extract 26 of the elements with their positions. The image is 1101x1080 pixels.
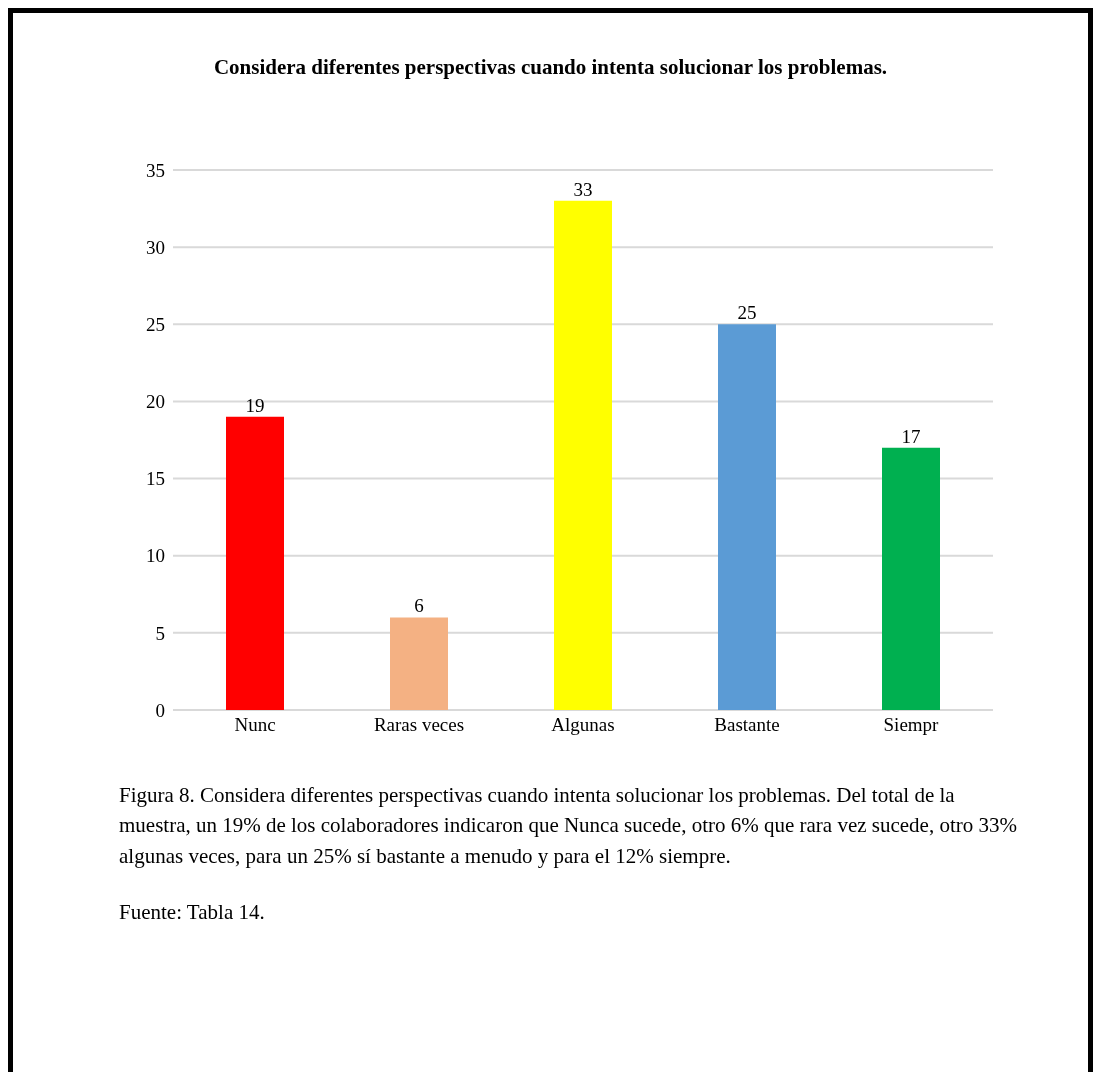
x-tick-label: Raras veces	[373, 714, 465, 736]
bar	[882, 447, 940, 710]
x-tick-label: Algunas	[551, 714, 615, 736]
y-tick-label: 30	[146, 236, 165, 258]
bar	[226, 416, 284, 710]
chart-title: Considera diferentes perspectivas cuando intenta solucionar los problemas.	[212, 55, 889, 80]
data-label: 25	[737, 302, 757, 324]
x-tick-label: Bastante	[714, 714, 780, 736]
y-tick-label: 25	[146, 314, 165, 336]
y-tick-label: 20	[146, 391, 165, 413]
x-tick-label: Nunc	[234, 714, 276, 736]
bar	[390, 617, 448, 710]
data-label: 33	[573, 178, 593, 200]
data-label: 17	[901, 425, 921, 447]
x-tick-label: Siempr	[883, 714, 940, 736]
y-tick-label: 35	[146, 159, 165, 181]
data-label: 19	[245, 394, 265, 416]
text: Figura 8. Considera diferentes perspectivas cuando intenta solucionar los problemas. Del total de la muestra, un 19% de los colaboradores indicaron que Nunca sucede, otro 6% que rara vez sucede, otro 33% algunas veces, para un 25% sí bastante a menudo y para el 12% siempre.	[119, 782, 1018, 870]
y-tick-label: 5	[155, 622, 165, 644]
data-label: 6	[414, 595, 424, 617]
bar	[554, 200, 612, 710]
bar	[718, 324, 776, 710]
y-tick-label: 0	[155, 699, 165, 721]
source-note: Fuente: Tabla 14.	[119, 899, 266, 927]
y-tick-label: 15	[146, 468, 165, 490]
y-tick-label: 10	[146, 545, 165, 567]
